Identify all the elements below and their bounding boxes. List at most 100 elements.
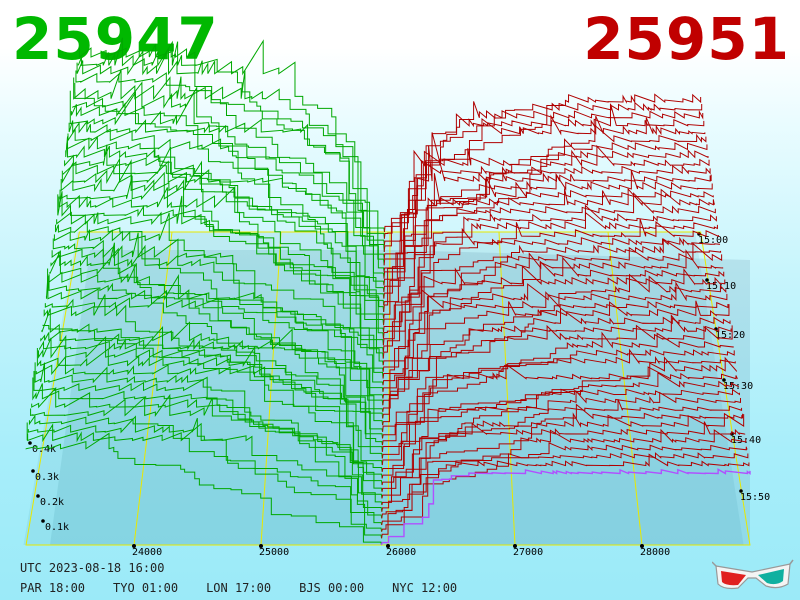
vol-tick-label-0: 0.1k [45,522,69,533]
vol-tick-dot-1 [36,494,40,498]
bid-depth-line-22 [50,242,384,399]
ask-depth-line-23 [382,273,727,392]
bid-depth-line-29 [58,186,384,352]
bid-depth-line-0 [25,432,383,546]
x-tick-dot-28000 [640,544,644,548]
ask-depth-line-16 [382,331,734,439]
x-tick-dot-26000 [386,544,390,548]
time-tick-dot-5 [739,489,743,493]
bid-depth-line-19 [47,268,384,419]
ask-depth-line-30 [382,218,719,346]
grid-line-24000 [133,231,173,546]
x-tick-label-25000: 25000 [259,547,289,558]
vol-tick-dot-0 [41,519,45,523]
ask-depth-line-20 [382,300,730,412]
grid-line-25000 [260,231,282,546]
ask-depth-line-5 [381,421,746,512]
bid-depth-line-31 [60,159,384,339]
ask-price: 25951 [583,5,790,73]
bid-depth-line-34 [64,144,385,319]
ask-depth-line-0 [380,468,751,546]
x-tick-dot-27000 [513,544,517,548]
bid-depth-line-42 [73,69,385,266]
ask-depth-line-22 [382,281,728,399]
ask-depth-line-46 [383,101,703,239]
ask-depth-line-44 [383,103,705,253]
clock-paris: PAR 18:00 [20,581,86,595]
time-tick-label-2: 15:20 [715,330,745,341]
bid-depth-line-25 [53,212,384,379]
vol-tick-dot-3 [28,441,32,445]
ask-depth-line-10 [381,388,740,479]
bid-depth-line-17 [44,289,384,432]
ask-depth-line-26 [382,249,724,372]
x-tick-label-26000: 26000 [386,547,416,558]
ask-depth-line-15 [381,349,735,446]
bid-depth-line-41 [72,81,385,273]
bid-depth-line-38 [68,118,385,293]
utc-timestamp: UTC 2023-08-18 16:00 [20,561,165,575]
bid-depth-line-27 [56,195,384,366]
bid-depth-line-33 [62,146,385,326]
clock-tokyo: TYO 01:00 [113,581,179,595]
vol-tick-label-1: 0.2k [40,497,64,508]
bid-depth-line-11 [38,334,383,472]
ask-depth-line-39 [383,144,710,286]
bid-depth-line-8 [34,362,383,492]
bid-depth-line-6 [32,377,383,506]
bid-volume-shade [50,250,390,545]
ask-depth-line-27 [382,242,723,366]
ask-depth-line-34 [383,173,715,319]
ask-depth-line-33 [383,192,716,326]
time-tick-dot-3 [722,378,726,382]
bid-depth-line-4 [30,393,383,519]
vol-tick-label-3: 0.4k [32,444,56,455]
grid-line-28000 [607,231,643,546]
bid-depth-line-10 [36,345,383,479]
bid-depth-line-45 [76,39,385,246]
bid-depth-line-28 [57,191,384,359]
ask-depth-line-43 [383,114,706,259]
clock-london: LON 17:00 [206,581,272,595]
ask-depth-line-7 [381,403,744,499]
ask-depth-line-32 [383,204,717,332]
bid-depth-line-37 [67,127,385,299]
x-tick-dot-24000 [132,544,136,548]
bid-depth-line-9 [35,355,383,486]
3d-glasses-icon[interactable] [712,558,794,594]
x-tick-label-27000: 27000 [513,547,543,558]
ask-depth-line-18 [382,314,732,426]
bid-depth-line-7 [33,370,383,499]
bid-depth-line-32 [61,157,385,332]
ask-depth-line-14 [381,348,736,452]
clock-newyork: NYC 12:00 [392,581,458,595]
bid-depth-line-40 [70,102,385,279]
ask-depth-line-40 [383,149,709,279]
ask-depth-line-1 [381,453,750,539]
bid-depth-line-47 [78,43,385,233]
bid-depth-line-2 [27,415,383,532]
bid-depth-line-23 [51,232,384,392]
ask-depth-line-17 [382,324,733,432]
ask-depth-line-29 [382,227,721,352]
ask-depth-line-28 [382,238,722,359]
bid-depth-line-35 [65,136,385,312]
x-tick-label-28000: 28000 [640,547,670,558]
ask-depth-line-12 [381,363,738,466]
ask-depth-line-45 [383,101,704,246]
bid-depth-line-5 [31,386,383,512]
bid-depth-line-18 [45,274,384,426]
bid-depth-line-13 [40,321,383,459]
ask-depth-line-37 [383,132,712,299]
ask-depth-line-38 [383,159,711,292]
ask-depth-line-3 [381,442,748,526]
ask-depth-line-31 [382,211,718,339]
ask-depth-line-2 [381,452,749,532]
ask-depth-line-8 [381,399,743,492]
bid-depth-line-20 [48,263,384,412]
time-tick-label-5: 15:50 [740,492,770,503]
time-tick-label-0: 15:00 [698,235,728,246]
ask-depth-line-6 [381,412,745,506]
ask-depth-line-42 [383,124,707,266]
